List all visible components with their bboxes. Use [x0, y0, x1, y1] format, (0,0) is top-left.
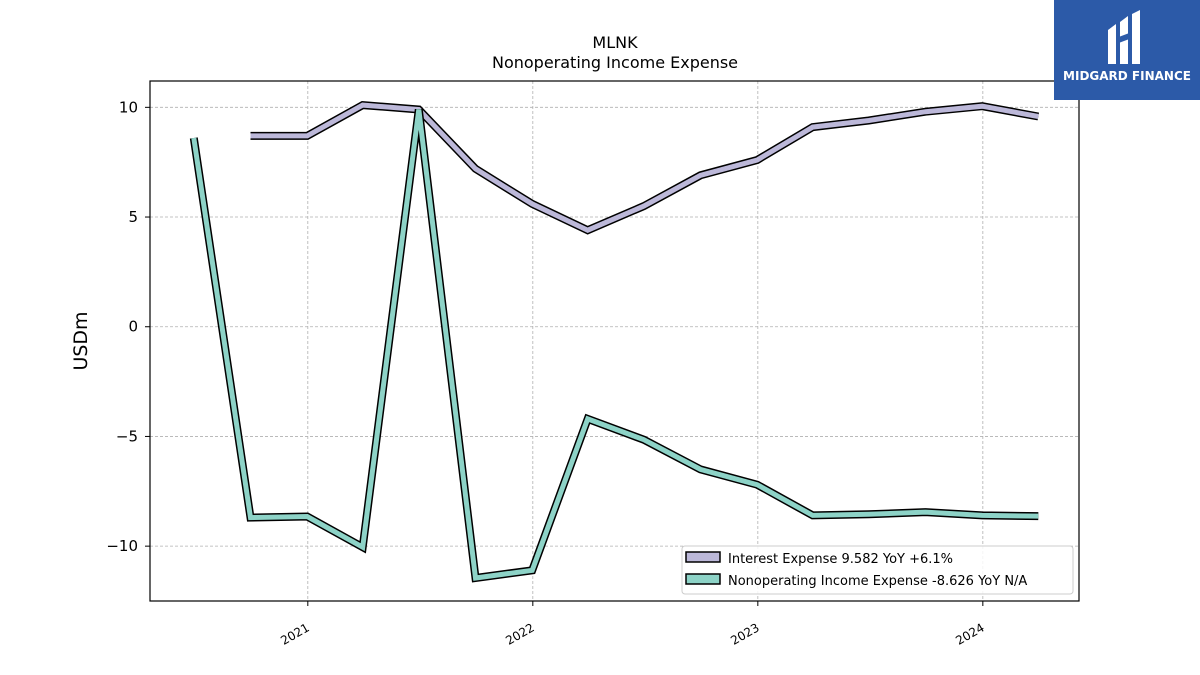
- x-tick-label: 2022: [503, 620, 536, 647]
- series-nonoperating-income-expense-line: [191, 109, 1039, 581]
- y-tick-label: −5: [116, 427, 138, 445]
- series-layer: [189, 101, 1040, 583]
- x-tick-label: 2023: [728, 620, 761, 647]
- legend-label-nonoperating-income-expense: Nonoperating Income Expense -8.626 YoY N…: [728, 574, 1027, 589]
- x-axis: 2021 2022 2023 2024: [278, 601, 987, 648]
- y-tick-label: 10: [119, 98, 138, 116]
- series-interest-expense-line: [250, 102, 1039, 233]
- series-nonoperating-income-expense-outline: [189, 108, 1039, 583]
- brand-name: MIDGARD FINANCE: [1063, 69, 1191, 83]
- series-interest-expense-outline: [250, 101, 1040, 235]
- x-tick-label: 2021: [278, 620, 311, 647]
- y-tick-label: 0: [128, 318, 138, 336]
- legend-swatch-interest-expense: [685, 551, 721, 563]
- y-tick-label: 5: [128, 208, 138, 226]
- legend-label-interest-expense: Interest Expense 9.582 YoY +6.1%: [728, 552, 953, 567]
- legend-swatch-nonoperating-income-expense: [685, 573, 721, 585]
- legend-frame: [681, 545, 1074, 595]
- chart-title: MLNK: [592, 33, 638, 52]
- y-axis-label: USDm: [70, 311, 92, 370]
- midgard-finance-logo: MIDGARD FINANCE: [1054, 0, 1200, 100]
- y-axis: 10 5 0 −5 −10: [106, 98, 150, 555]
- x-tick-label: 2024: [953, 620, 986, 647]
- grid: [150, 81, 1079, 601]
- midgard-logo-icon: [1108, 10, 1140, 64]
- plot-frame: [149, 80, 1080, 602]
- chart-subtitle: Nonoperating Income Expense: [492, 53, 738, 72]
- y-tick-label: −10: [106, 537, 138, 555]
- legend: Interest Expense 9.582 YoY +6.1% Nonoper…: [681, 545, 1074, 595]
